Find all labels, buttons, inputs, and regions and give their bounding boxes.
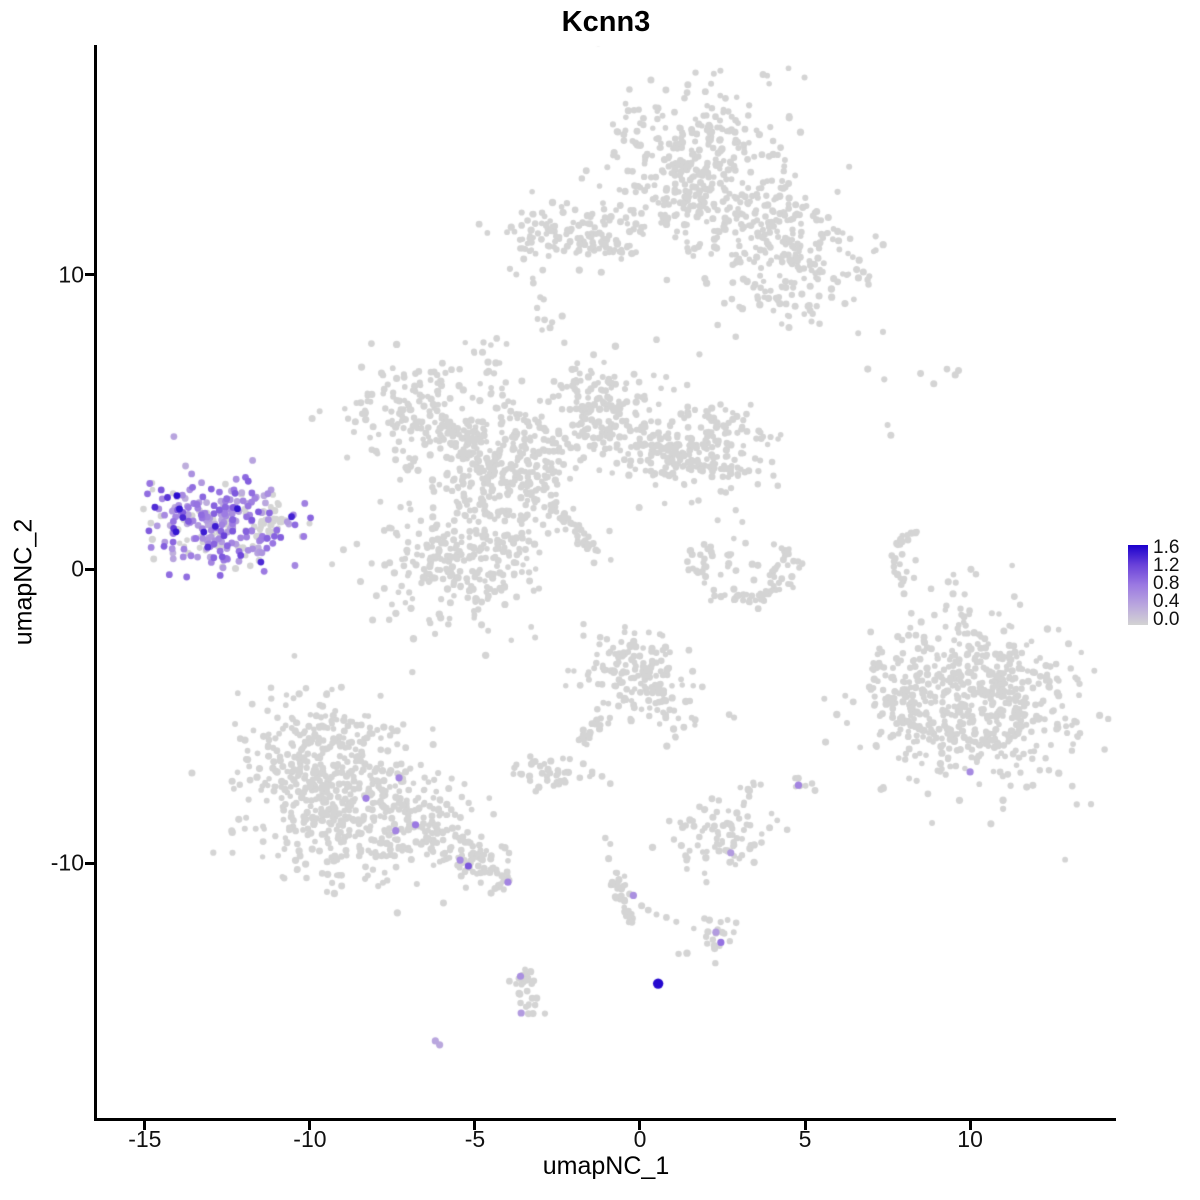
legend-tick-label: 0.8: [1153, 573, 1180, 594]
y-axis-line: [94, 45, 97, 1121]
x-tick-mark: [803, 1121, 807, 1130]
x-tick-label: -10: [293, 1126, 327, 1152]
x-tick-label: -5: [464, 1126, 486, 1152]
x-tick-mark: [968, 1121, 972, 1130]
y-tick-mark: [85, 567, 94, 571]
x-tick-mark: [473, 1121, 477, 1130]
x-tick-label: -15: [128, 1126, 162, 1152]
y-tick-mark: [85, 273, 94, 277]
expression-gradient-bar: [1128, 545, 1148, 625]
legend-tick-label: 0.4: [1153, 591, 1180, 612]
x-tick-mark: [308, 1121, 312, 1130]
x-tick-label: 5: [798, 1126, 812, 1152]
legend-tick-label: 1.6: [1153, 537, 1180, 558]
x-tick-label: 0: [633, 1126, 647, 1152]
y-tick-label: 10: [58, 261, 84, 288]
expression-legend: 1.6 1.2 0.8 0.4 0.0: [1125, 533, 1200, 637]
x-tick-mark: [143, 1121, 147, 1130]
y-axis-title: umapNC_2: [9, 518, 38, 646]
x-tick-mark: [638, 1121, 642, 1130]
plot-title: Kcnn3: [561, 6, 651, 38]
x-tick-label: 10: [957, 1126, 983, 1152]
y-tick-label: 0: [71, 555, 84, 582]
legend-tick-label: 1.2: [1153, 555, 1180, 576]
x-axis-line: [94, 1118, 1116, 1121]
x-axis-title: umapNC_1: [542, 1152, 670, 1180]
y-tick-mark: [85, 861, 94, 865]
y-tick-label: -10: [50, 849, 84, 876]
legend-tick-label: 0.0: [1153, 609, 1180, 630]
